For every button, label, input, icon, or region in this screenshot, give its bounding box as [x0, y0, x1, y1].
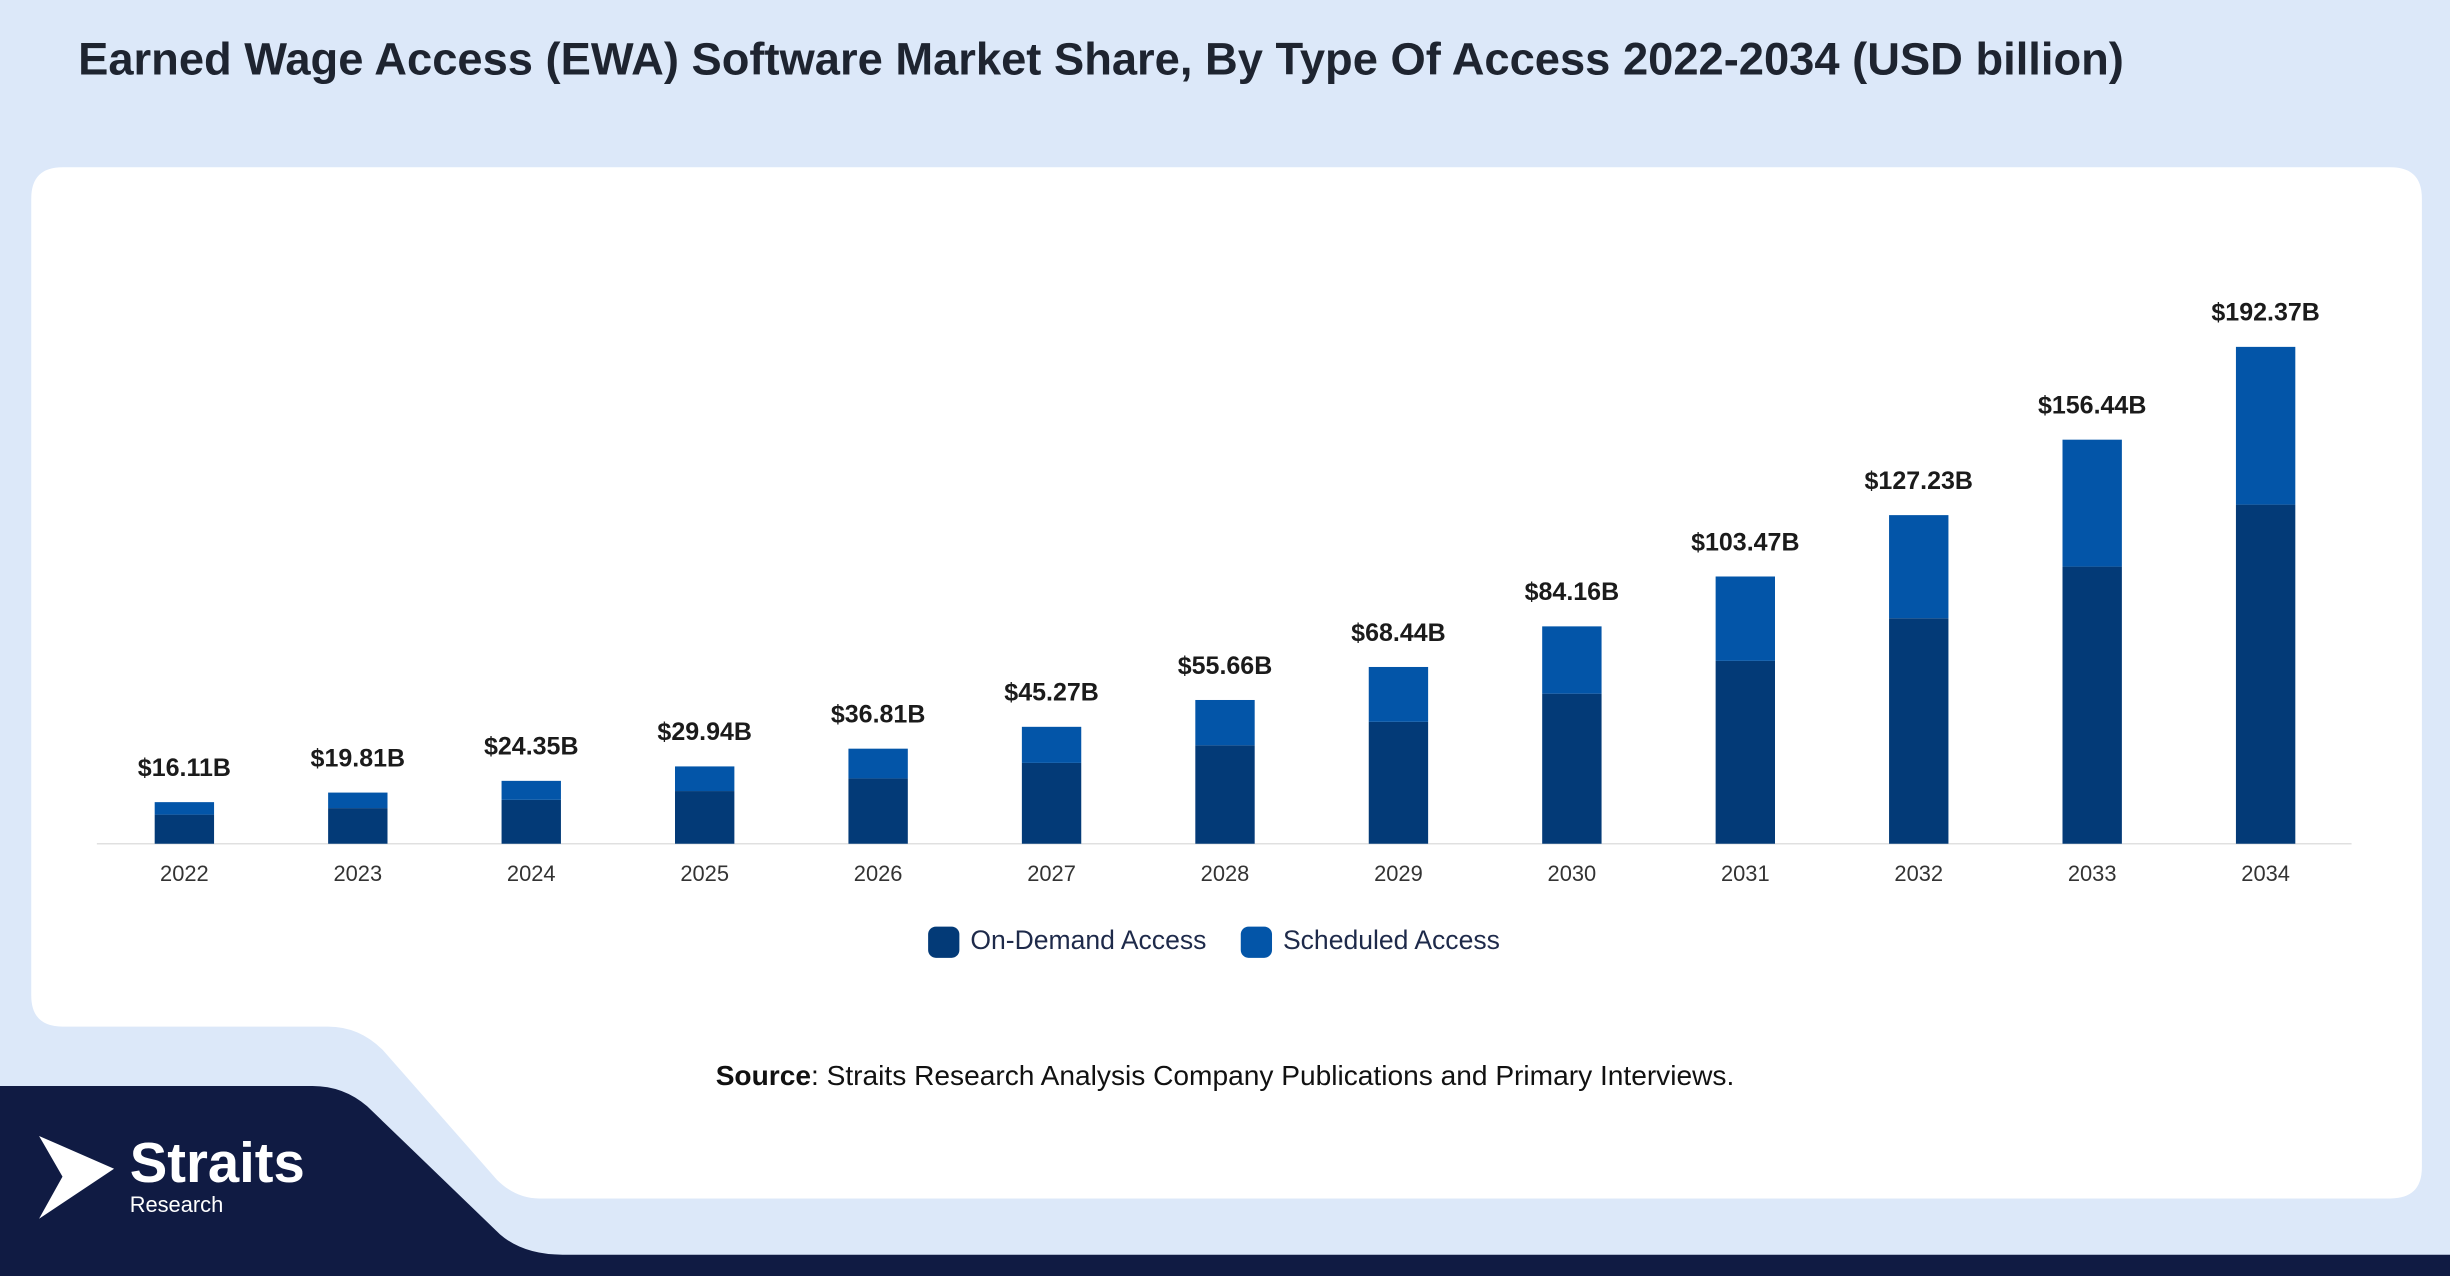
bar-segment — [1889, 618, 1949, 844]
footer-band — [0, 1085, 2450, 1276]
source-text: : Straits Research Analysis Company Publ… — [811, 1061, 1734, 1092]
total-label: $19.81B — [311, 744, 406, 772]
brand: Straits — [130, 1131, 305, 1194]
x-tick-label: 2022 — [160, 861, 209, 886]
total-label: $103.47B — [1691, 528, 1799, 556]
card — [31, 167, 2422, 1199]
x-tick-label: 2027 — [1027, 861, 1076, 886]
bar-segment — [501, 799, 561, 844]
total-label: $24.35B — [484, 733, 579, 761]
legend-swatch — [1240, 926, 1273, 958]
bar-segment — [1021, 762, 1082, 844]
x-tick-label: 2034 — [2241, 861, 2290, 886]
bar-segment — [1542, 693, 1602, 844]
bar-segment — [2235, 504, 2296, 844]
total-label: $84.16B — [1525, 578, 1620, 606]
legend-label: Scheduled Access — [1283, 925, 1500, 955]
bar-segment — [1368, 666, 1429, 722]
bar-segment — [1715, 660, 1775, 844]
x-tick-label: 2023 — [333, 861, 382, 886]
bar-segment — [675, 791, 735, 844]
x-tick-label: 2029 — [1374, 861, 1423, 886]
total-label: $55.66B — [1178, 652, 1273, 680]
x-tick-label: 2031 — [1721, 861, 1770, 886]
total-label: $16.11B — [138, 754, 231, 782]
bar-segment — [1889, 515, 1949, 619]
bar-segment — [1368, 721, 1429, 844]
bar-segment — [675, 766, 735, 792]
bar-segment — [328, 792, 388, 809]
total-label: $45.27B — [1004, 679, 1099, 707]
bar-segment — [848, 778, 908, 844]
x-tick-label: 2025 — [680, 861, 729, 886]
x-tick-label: 2030 — [1548, 861, 1597, 886]
bar-segment — [1715, 576, 1775, 661]
logo-mark — [39, 1135, 115, 1219]
x-tick-label: 2026 — [854, 861, 903, 886]
total-label: $156.44B — [2038, 391, 2146, 419]
source-label: Source — [716, 1061, 811, 1092]
total-label: $192.37B — [2211, 299, 2319, 327]
total-label: $36.81B — [831, 700, 926, 728]
total-label: $68.44B — [1351, 619, 1446, 647]
legend-swatch — [928, 926, 960, 958]
bar-segment — [154, 802, 215, 815]
bar-segment — [848, 748, 908, 779]
bar-segment — [328, 808, 388, 844]
bar-segment — [1195, 699, 1255, 746]
total-label: $127.23B — [1865, 467, 1973, 495]
bar-segment — [1195, 745, 1255, 844]
bar-segment — [2235, 346, 2296, 505]
bar-segment — [154, 814, 215, 844]
source: Source: Straits Research Analysis Compan… — [716, 1061, 1735, 1092]
total-label: $29.94B — [657, 718, 752, 746]
chart-title: Earned Wage Access (EWA) Software Market… — [78, 33, 2124, 84]
legend-label: On-Demand Access — [970, 925, 1206, 955]
bar-segment — [501, 780, 561, 800]
brand-sub: Research — [130, 1192, 224, 1217]
bar-segment — [1021, 726, 1082, 763]
bar-segment — [2062, 566, 2122, 844]
x-tick-label: 2032 — [1894, 861, 1943, 886]
bar-segment — [2062, 439, 2122, 567]
x-tick-label: 2024 — [507, 861, 556, 886]
x-tick-label: 2033 — [2068, 861, 2117, 886]
bar-segment — [1542, 626, 1602, 694]
x-tick-label: 2028 — [1201, 861, 1250, 886]
